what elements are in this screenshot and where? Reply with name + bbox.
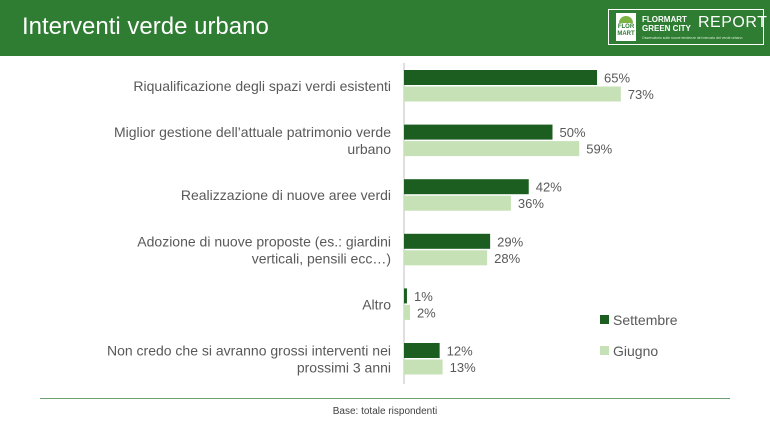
bar-settembre: [404, 179, 529, 195]
legend-swatch: [600, 315, 609, 324]
data-label-settembre: 29%: [497, 234, 523, 249]
bar-giugno: [404, 86, 621, 102]
bar-settembre: [404, 233, 491, 249]
logo-mark-text: FLOR MART: [617, 24, 635, 37]
bar-giugno: [404, 250, 488, 266]
bar-settembre: [404, 70, 598, 85]
base-note: Base: totale rispondenti: [332, 406, 438, 417]
bar-settembre: [404, 343, 440, 358]
flormart-logo-mark: FLOR MART: [616, 13, 636, 41]
category-label: Non credo che si avranno grossi interven…: [107, 343, 391, 376]
data-label-giugno: 28%: [494, 251, 520, 266]
flormart-logo: FLOR MART FLORMART GREEN CITY REPORT Osse…: [608, 9, 768, 45]
leaf-icon: [619, 16, 633, 23]
legend-swatch: [600, 346, 609, 355]
bar-giugno: [404, 304, 410, 320]
logo-brand-text: FLORMART GREEN CITY: [642, 15, 691, 33]
data-label-settembre: 12%: [447, 344, 473, 359]
bar-giugno: [404, 195, 511, 211]
bar-chart: Riqualificazione degli spazi verdi esist…: [107, 63, 678, 384]
data-label-giugno: 13%: [450, 360, 476, 375]
footer-divider: [40, 398, 730, 399]
page-title: Interventi verde urbano: [22, 13, 269, 40]
category-label: Realizzazione di nuove aree verdi: [181, 187, 391, 203]
legend-label: Giugno: [613, 343, 658, 359]
legend-label: Settembre: [613, 312, 678, 328]
category-label: Riqualificazione degli spazi verdi esist…: [133, 78, 391, 94]
data-label-settembre: 65%: [604, 71, 630, 86]
data-label-giugno: 36%: [518, 196, 544, 211]
data-label-settembre: 1%: [414, 289, 433, 304]
data-label-settembre: 42%: [536, 180, 562, 195]
data-label-giugno: 59%: [586, 142, 612, 157]
data-label-giugno: 73%: [628, 87, 654, 102]
bar-settembre: [404, 288, 407, 304]
bar-giugno: [404, 141, 580, 157]
header-bar: Interventi verde urbano FLOR MART FLORMAR…: [0, 0, 770, 56]
bar-settembre: [404, 124, 553, 140]
category-label: Adozione di nuove proposte (es.: giardin…: [137, 233, 391, 266]
logo-report-text: REPORT: [698, 14, 768, 31]
data-label-settembre: 50%: [560, 125, 586, 140]
data-label-giugno: 2%: [417, 305, 436, 320]
category-label: Altro: [362, 296, 391, 312]
category-label: Miglior gestione dell’attuale patrimonio…: [114, 124, 391, 157]
logo-tagline: Osservatorio sulle nuove tendenze del me…: [642, 36, 743, 40]
bar-giugno: [404, 359, 443, 375]
